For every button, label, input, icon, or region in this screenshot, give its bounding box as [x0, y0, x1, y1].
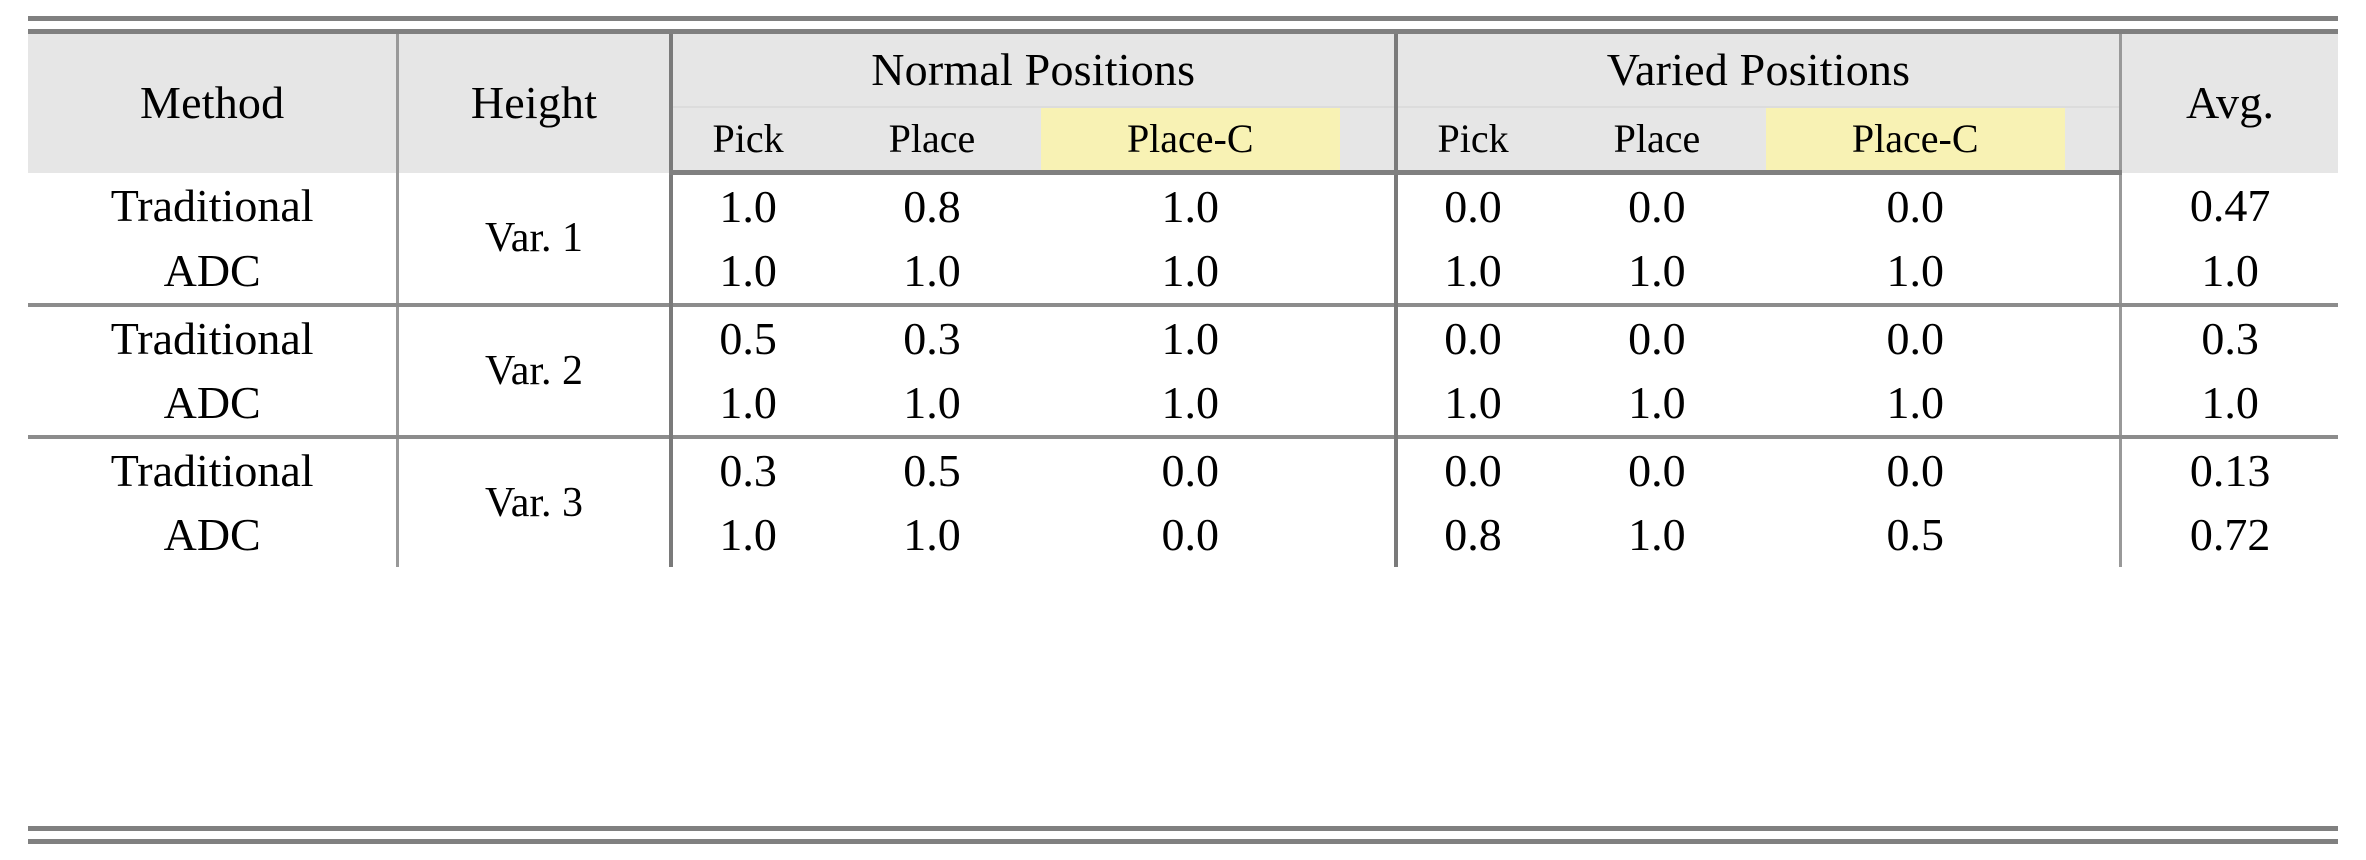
cell-varied-spacer	[2064, 172, 2121, 239]
header-row-subcolumns: Pick Place Place-C Pick Place Place-C	[28, 107, 2338, 175]
column-header-height: Height	[396, 34, 671, 173]
cell-normal-place-c: 1.0	[1040, 303, 1340, 371]
cell-normal-place: 0.8	[823, 172, 1041, 239]
cell-varied-place: 0.0	[1548, 435, 1766, 503]
header-row-groups: Method Height Normal Positions Varied Po…	[28, 34, 2338, 173]
subheader-normal-pick: Pick	[668, 107, 824, 175]
cell-varied-spacer	[2064, 503, 2121, 567]
cell-varied-place-c: 0.5	[1765, 503, 2065, 567]
cell-varied-place-c: 1.0	[1765, 371, 2065, 437]
table-bottom-inner-rule	[28, 826, 2338, 831]
cell-normal-pick: 1.0	[668, 371, 824, 437]
subheader-varied-spacer	[2064, 107, 2121, 175]
cell-varied-pick: 0.0	[1393, 172, 1549, 239]
cell-varied-place-c: 0.0	[1765, 435, 2065, 503]
group-header-normal-positions: Normal Positions	[668, 34, 1396, 108]
cell-varied-spacer	[2064, 239, 2121, 305]
subheader-normal-place-c: Place-C	[1040, 107, 1340, 175]
cell-method: Traditional	[28, 303, 398, 371]
cell-varied-pick: 0.0	[1393, 435, 1549, 503]
cell-normal-place: 1.0	[823, 239, 1041, 305]
table-row: ADC 1.0 1.0 1.0 1.0 1.0 1.0 1.0	[28, 239, 2338, 305]
cell-method: ADC	[28, 371, 398, 437]
cell-normal-spacer	[1339, 303, 1396, 371]
cell-method: ADC	[28, 239, 398, 305]
cell-avg: 0.3	[2119, 303, 2338, 371]
cell-varied-place: 1.0	[1548, 371, 1766, 437]
cell-normal-place: 1.0	[823, 371, 1041, 437]
cell-normal-place-c: 1.0	[1040, 172, 1340, 239]
group-header-varied-positions: Varied Positions	[1393, 34, 2121, 108]
table-row: Traditional Var. 1 1.0 0.8 1.0 0.0 0.0 0…	[28, 172, 2338, 305]
table-top-inner-rule	[28, 29, 2338, 34]
cell-method: Traditional	[28, 435, 398, 503]
cell-varied-place: 0.0	[1548, 172, 1766, 239]
cell-avg: 0.72	[2119, 503, 2338, 567]
table-header: Method Height Normal Positions Varied Po…	[28, 34, 2338, 175]
cell-normal-pick: 0.5	[668, 303, 824, 371]
cell-normal-pick: 1.0	[668, 239, 824, 305]
cell-varied-pick: 1.0	[1393, 239, 1549, 305]
cell-normal-place-c: 0.0	[1040, 435, 1340, 503]
table-bottom-outer-rule	[28, 839, 2338, 844]
cell-avg: 1.0	[2119, 239, 2338, 305]
cell-avg: 0.47	[2119, 172, 2338, 239]
cell-height: Var. 2	[396, 303, 671, 437]
cell-normal-spacer	[1339, 503, 1396, 567]
table-body: Traditional Var. 1 1.0 0.8 1.0 0.0 0.0 0…	[28, 172, 2338, 567]
cell-normal-pick: 0.3	[668, 435, 824, 503]
subheader-normal-spacer	[1339, 107, 1396, 175]
table-row: ADC 1.0 1.0 0.0 0.8 1.0 0.5 0.72	[28, 503, 2338, 567]
column-header-method: Method	[28, 34, 398, 173]
cell-normal-spacer	[1339, 239, 1396, 305]
cell-normal-place: 1.0	[823, 503, 1041, 567]
results-table: Method Height Normal Positions Varied Po…	[28, 34, 2338, 567]
cell-varied-spacer	[2064, 371, 2121, 437]
cell-normal-place: 0.5	[823, 435, 1041, 503]
cell-varied-spacer	[2064, 435, 2121, 503]
cell-normal-place-c: 0.0	[1040, 503, 1340, 567]
table-row: Traditional Var. 2 0.5 0.3 1.0 0.0 0.0 0…	[28, 303, 2338, 437]
cell-height: Var. 1	[396, 172, 671, 305]
subheader-normal-place: Place	[823, 107, 1041, 175]
cell-normal-place: 0.3	[823, 303, 1041, 371]
cell-varied-pick: 0.0	[1393, 303, 1549, 371]
cell-varied-place-c: 0.0	[1765, 303, 2065, 371]
table-top-outer-rule	[28, 16, 2338, 21]
table-row: Traditional Var. 3 0.3 0.5 0.0 0.0 0.0 0…	[28, 435, 2338, 567]
cell-avg: 1.0	[2119, 371, 2338, 437]
cell-varied-place: 1.0	[1548, 239, 1766, 305]
cell-normal-place-c: 1.0	[1040, 239, 1340, 305]
cell-avg: 0.13	[2119, 435, 2338, 503]
subheader-varied-place: Place	[1548, 107, 1766, 175]
cell-normal-pick: 1.0	[668, 503, 824, 567]
cell-varied-pick: 1.0	[1393, 371, 1549, 437]
column-header-avg: Avg.	[2119, 34, 2338, 173]
cell-normal-place-c: 1.0	[1040, 371, 1340, 437]
cell-varied-pick: 0.8	[1393, 503, 1549, 567]
cell-varied-place: 0.0	[1548, 303, 1766, 371]
cell-varied-place-c: 0.0	[1765, 172, 2065, 239]
cell-normal-spacer	[1339, 172, 1396, 239]
cell-normal-spacer	[1339, 435, 1396, 503]
subheader-varied-pick: Pick	[1393, 107, 1549, 175]
cell-varied-place: 1.0	[1548, 503, 1766, 567]
cell-varied-place-c: 1.0	[1765, 239, 2065, 305]
table-row: ADC 1.0 1.0 1.0 1.0 1.0 1.0 1.0	[28, 371, 2338, 437]
subheader-varied-place-c: Place-C	[1765, 107, 2065, 175]
cell-normal-spacer	[1339, 371, 1396, 437]
cell-method: Traditional	[28, 172, 398, 239]
cell-height: Var. 3	[396, 435, 671, 567]
cell-method: ADC	[28, 503, 398, 567]
cell-varied-spacer	[2064, 303, 2121, 371]
cell-normal-pick: 1.0	[668, 172, 824, 239]
